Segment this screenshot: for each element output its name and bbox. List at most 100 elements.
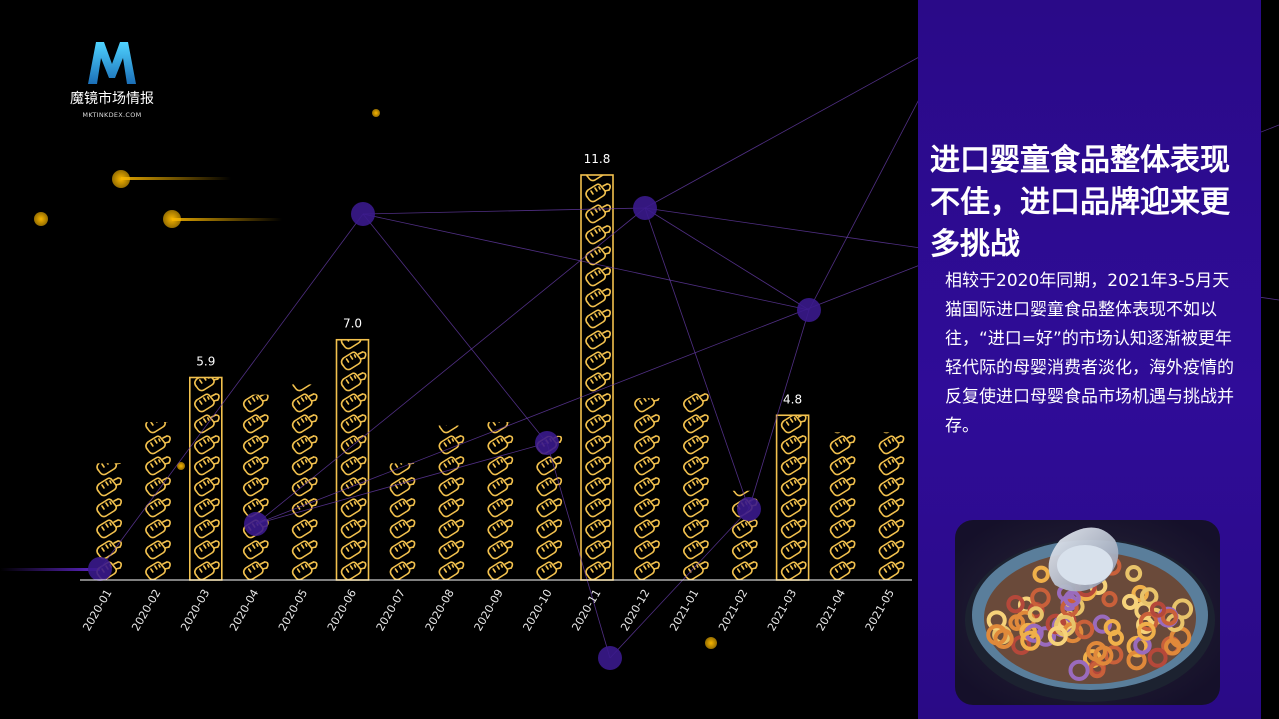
baby-bottle-icon: [389, 519, 416, 539]
baby-bottle-icon: [390, 436, 414, 454]
baby-bottle-icon: [438, 519, 465, 539]
baby-bottle-icon: [97, 436, 121, 454]
baby-bottle-icon: [194, 456, 220, 476]
baby-bottle-icon: [634, 561, 660, 581]
baby-bottle-icon: [194, 377, 220, 392]
bar-2020-04: [242, 373, 269, 580]
baby-bottle-icon: [829, 456, 856, 476]
baby-bottle-icon: [878, 498, 905, 518]
bar-2021-01: [682, 391, 709, 580]
cereal-ring: [1137, 621, 1156, 641]
bar-icons: [242, 373, 269, 580]
baby-bottle-icon: [487, 540, 514, 560]
baby-bottle-icon: [438, 561, 465, 580]
cereal-ring: [1103, 618, 1121, 637]
baby-bottle-icon: [242, 435, 269, 455]
x-tick-label: 2020-12: [618, 587, 652, 633]
bar-icons: [780, 415, 807, 580]
bar-2021-05: [878, 432, 905, 580]
baby-bottle-icon: [487, 422, 514, 434]
baby-bottle-icon: [438, 498, 465, 518]
x-tick-label: 2021-05: [863, 587, 897, 633]
x-tick-label: 2020-10: [520, 587, 554, 633]
bar-outline: [775, 414, 810, 581]
cereal-ring: [1063, 590, 1081, 608]
glow-dot: [34, 212, 48, 226]
bar-icons: [682, 391, 709, 580]
baby-bottle-icon: [585, 288, 612, 308]
baby-bottle-icon: [682, 519, 709, 539]
baby-bottle-icon: [878, 456, 905, 476]
cereal-ring: [1138, 611, 1159, 632]
baby-bottle-icon: [682, 477, 709, 497]
baby-bottle-icon: [194, 561, 220, 580]
baby-bottle-icon: [682, 391, 709, 392]
baby-bottle-icon: [585, 351, 612, 371]
baby-bottle-icon: [291, 561, 318, 580]
baby-bottle-icon: [585, 456, 612, 476]
baby-bottle-icon: [145, 435, 171, 455]
baby-bottle-icon: [194, 519, 220, 539]
baby-bottle-icon: [878, 519, 905, 539]
bar-2020-05: [291, 384, 318, 580]
headline: 进口婴童食品整体表现不佳，进口品牌迎来更多挑战: [930, 143, 1230, 262]
network-link: [362, 207, 646, 215]
baby-bottle-icon: [340, 372, 367, 392]
bar-2020-08: [438, 425, 465, 580]
baby-bottle-icon: [389, 561, 416, 580]
glow-dot: [112, 170, 130, 188]
baby-bottle-icon: [487, 519, 514, 539]
baby-bottle-icon: [487, 498, 514, 518]
baby-bottle-icon: [242, 561, 269, 580]
x-tick-label: 2020-11: [569, 587, 603, 633]
cereal-ring: [1006, 594, 1025, 614]
baby-bottle-icon: [585, 225, 612, 245]
baby-bottle-icon: [291, 456, 318, 476]
brand-logo: 魔镜市场情报 MKTINKDEX.COM: [62, 38, 162, 119]
baby-bottle-icon: [634, 540, 660, 560]
baby-bottle-icon: [682, 498, 709, 518]
bar-icons: [585, 175, 612, 580]
x-tick-label: 2020-09: [472, 587, 506, 633]
x-tick-label: 2020-05: [276, 587, 310, 633]
cereal-bowl-image: [955, 520, 1220, 705]
network-node: [797, 298, 821, 322]
baby-bottle-icon: [194, 498, 220, 518]
baby-bottle-icon: [585, 393, 612, 413]
baby-bottle-icon: [340, 498, 367, 518]
cereal-pieces: [986, 556, 1194, 681]
x-tick-label: 2020-06: [325, 587, 359, 633]
network-link: [362, 213, 548, 444]
data-label: 5.9: [196, 355, 215, 369]
cereal-ring: [1125, 565, 1143, 582]
baby-bottle-icon: [244, 373, 268, 391]
baby-bottle-icon: [194, 414, 220, 434]
bar-icons: [194, 377, 220, 580]
baby-bottle-icon: [585, 435, 612, 455]
baby-bottle-icon: [634, 435, 660, 455]
cereal-ring: [1139, 587, 1159, 606]
bar-icons: [634, 398, 660, 581]
baby-bottle-icon: [829, 561, 856, 580]
x-tick-label: 2020-07: [374, 587, 408, 633]
baby-bottle-icon: [340, 540, 367, 560]
baby-bottle-icon: [96, 477, 122, 497]
network-link: [609, 508, 750, 659]
baby-bottle-icon: [536, 540, 563, 560]
bar-2020-11: [580, 174, 614, 581]
baby-bottle-icon: [585, 540, 612, 560]
baby-bottle-icon: [634, 477, 660, 497]
cereal-ring: [1147, 647, 1168, 668]
x-tick-label: 2020-03: [178, 587, 212, 633]
x-tick-label: 2021-02: [716, 587, 750, 633]
cereal-ring: [1068, 659, 1090, 681]
baby-bottle-icon: [291, 540, 318, 560]
baby-bottle-icon: [389, 463, 416, 476]
bar-2020-07: [389, 436, 416, 580]
bar-icons: [438, 425, 465, 580]
baby-bottle-icon: [194, 393, 220, 413]
baby-bottle-icon: [682, 561, 709, 580]
cereal-ring: [1086, 640, 1107, 662]
baby-bottle-icon: [585, 561, 612, 580]
baby-bottle-icon: [780, 435, 807, 455]
